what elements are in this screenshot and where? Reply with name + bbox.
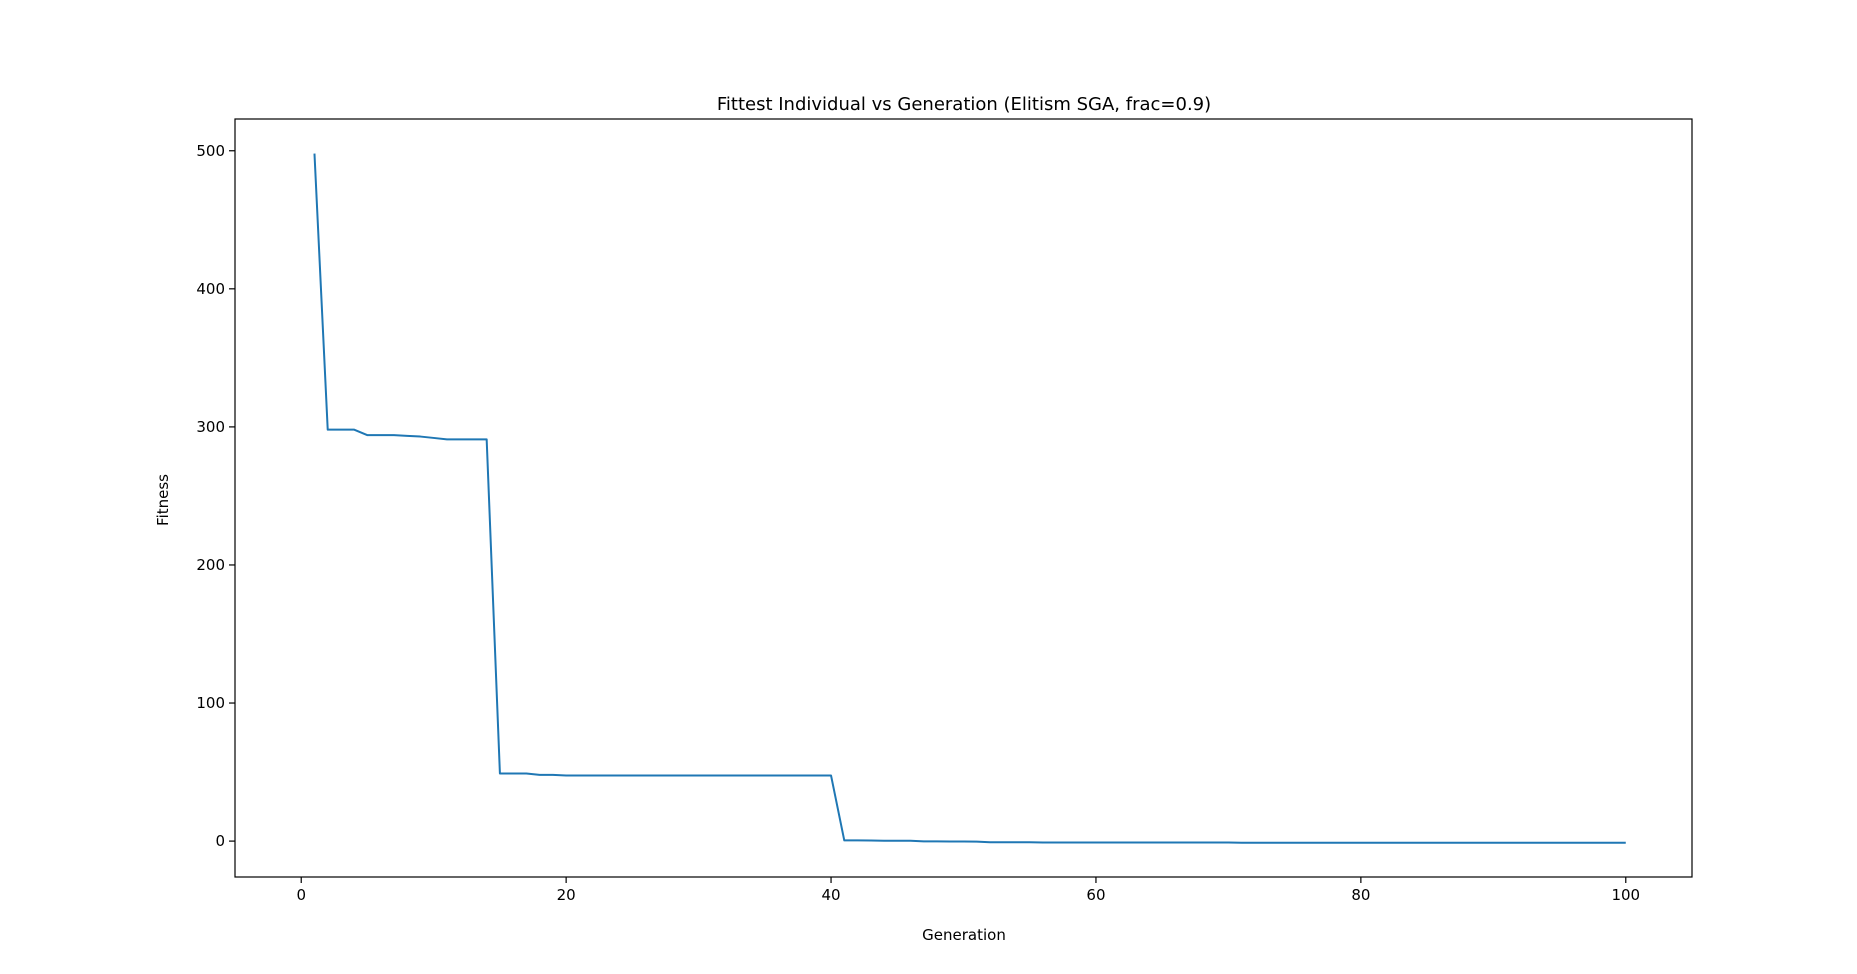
x-tick-label: 0 [296, 886, 306, 904]
y-tick-label: 400 [196, 280, 225, 298]
plot-area: 0 20 40 60 80 100 0 100 200 300 400 500 [196, 118, 1693, 904]
plot-frame [234, 118, 1693, 878]
x-tick-label: 60 [1086, 886, 1105, 904]
chart-title: Fittest Individual vs Generation (Elitis… [717, 94, 1211, 115]
x-tick-label: 100 [1611, 886, 1640, 904]
y-tick-label: 200 [196, 556, 225, 574]
x-axis-label: Generation [922, 926, 1006, 944]
y-axis-label: Fitness [154, 474, 172, 526]
x-tick-label: 80 [1351, 886, 1370, 904]
y-tick-label: 500 [196, 142, 225, 160]
x-tick-label: 40 [821, 886, 840, 904]
y-tick-label: 100 [196, 694, 225, 712]
y-tick-label: 0 [215, 832, 225, 850]
x-tick-label: 20 [557, 886, 576, 904]
series-line [313, 153, 1626, 844]
y-tick-label: 300 [196, 418, 225, 436]
